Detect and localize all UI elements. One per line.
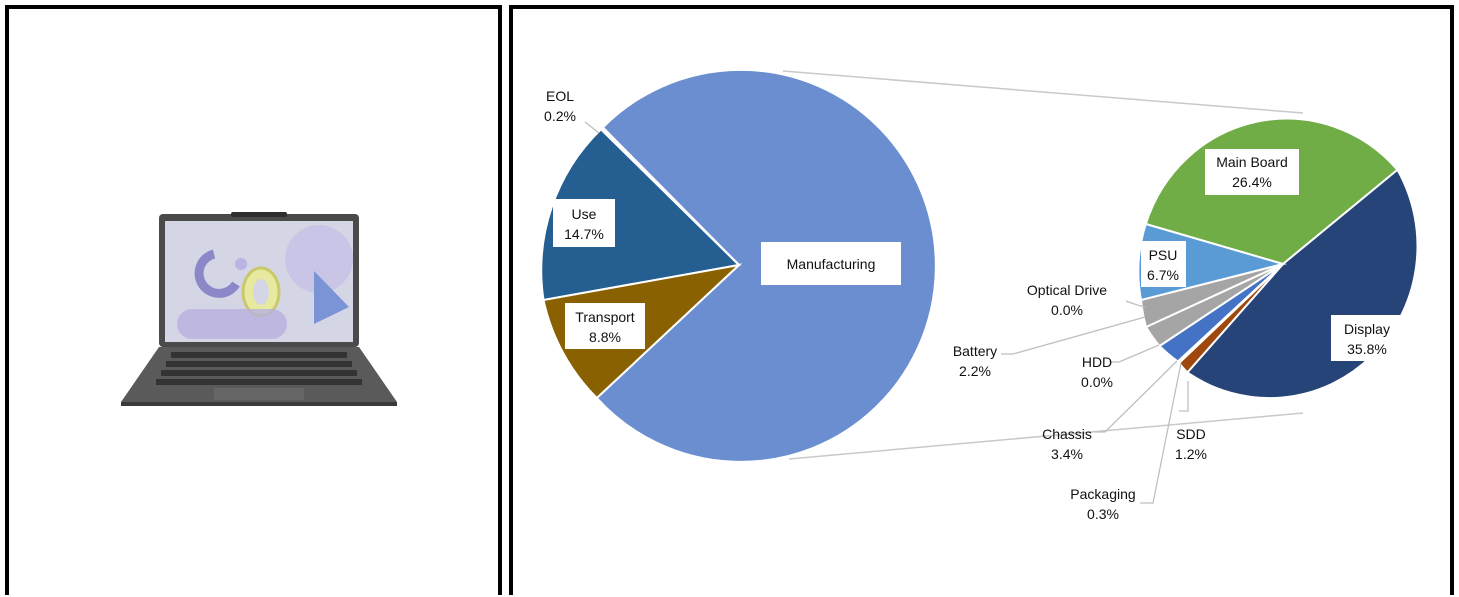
label-display-value: 35.8% bbox=[1347, 341, 1387, 357]
label-display-name: Display bbox=[1344, 321, 1390, 337]
chart-panel: EOL 0.2% Use 14.7% Transport 8.8% Manufa… bbox=[509, 5, 1454, 595]
label-optical-drive-value: 0.0% bbox=[1051, 302, 1083, 318]
label-packaging-name: Packaging bbox=[1070, 486, 1135, 502]
slice-eol bbox=[599, 126, 740, 266]
label-box-main-board bbox=[1205, 149, 1299, 195]
label-main-board-value: 26.4% bbox=[1232, 174, 1272, 190]
label-box-manufacturing bbox=[761, 242, 901, 285]
label-battery-value: 2.2% bbox=[959, 363, 991, 379]
label-main-board-name: Main Board bbox=[1216, 154, 1288, 170]
wallpaper-shape bbox=[177, 309, 287, 339]
pie-of-pie-chart: EOL 0.2% Use 14.7% Transport 8.8% Manufa… bbox=[540, 68, 1419, 522]
label-transport-name: Transport bbox=[575, 309, 635, 325]
wallpaper-prism bbox=[314, 271, 349, 324]
laptop-keyboard bbox=[156, 352, 362, 385]
connector-top bbox=[782, 70, 1304, 114]
label-chassis-value: 3.4% bbox=[1051, 446, 1083, 462]
label-use-value: 14.7% bbox=[564, 226, 604, 242]
laptop-image bbox=[121, 212, 397, 406]
leader-lines bbox=[584, 121, 1189, 504]
label-sdd-value: 1.2% bbox=[1175, 446, 1207, 462]
label-eol-value: 0.2% bbox=[544, 108, 576, 124]
label-packaging-value: 0.3% bbox=[1087, 506, 1119, 522]
laptop-base-edge bbox=[121, 402, 397, 406]
wallpaper-arc bbox=[194, 249, 240, 298]
wallpaper-circle bbox=[285, 225, 353, 293]
label-hdd-value: 0.0% bbox=[1081, 374, 1113, 390]
label-hdd-name: HDD bbox=[1082, 354, 1112, 370]
label-chassis-name: Chassis bbox=[1042, 426, 1092, 442]
label-box-psu bbox=[1141, 241, 1186, 287]
label-manufacturing-name: Manufacturing bbox=[787, 256, 876, 272]
wallpaper-ring-hole bbox=[253, 279, 269, 305]
label-transport-value: 8.8% bbox=[589, 329, 621, 345]
laptop-camera-bar bbox=[231, 212, 287, 217]
label-box-use bbox=[553, 199, 615, 247]
label-box-display bbox=[1331, 315, 1403, 361]
connector-bottom bbox=[788, 412, 1304, 460]
slice-use bbox=[540, 127, 742, 302]
laptop-panel bbox=[5, 5, 502, 595]
label-optical-drive-name: Optical Drive bbox=[1027, 282, 1107, 298]
label-psu-value: 6.7% bbox=[1147, 267, 1179, 283]
label-eol-name: EOL bbox=[546, 88, 574, 104]
wallpaper-dot bbox=[235, 258, 247, 270]
label-psu-name: PSU bbox=[1149, 247, 1178, 263]
laptop-touchpad bbox=[214, 388, 304, 400]
label-sdd-name: SDD bbox=[1176, 426, 1206, 442]
label-use-name: Use bbox=[572, 206, 597, 222]
label-box-transport bbox=[565, 303, 645, 349]
label-battery-name: Battery bbox=[953, 343, 997, 359]
